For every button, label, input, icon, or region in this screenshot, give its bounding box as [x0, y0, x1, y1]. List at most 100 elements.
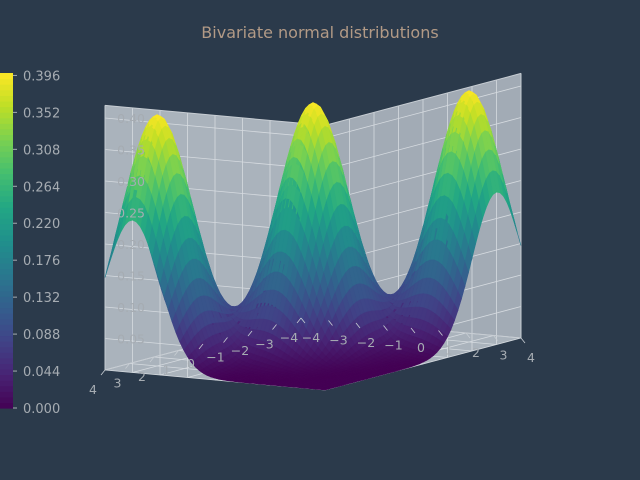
y-tick-label: 0: [417, 340, 425, 355]
colorbar-segment: [0, 307, 13, 314]
x-tick-label: 0: [187, 356, 195, 371]
surface-patch: [104, 248, 113, 278]
colorbar-segment: [0, 257, 13, 264]
x-tick-label: −4: [280, 330, 298, 345]
colorbar-segment: [0, 162, 13, 169]
colorbar-segment: [0, 329, 13, 337]
colorbar-segment: [0, 207, 13, 214]
colorbar-segment: [0, 173, 13, 180]
wall-grid-z: [324, 85, 522, 139]
z-tick-label: 0.40: [117, 111, 145, 126]
colorbar-tick-label: 0.000: [23, 402, 60, 417]
y-tick-label: 2: [472, 345, 480, 360]
tick-mark: [100, 369, 106, 376]
wall-grid-z: [104, 117, 326, 139]
colorbar-segment: [0, 84, 13, 91]
colorbar-segment: [0, 290, 13, 297]
colorbar-segment: [0, 195, 13, 203]
colorbar-tick-label: 0.176: [23, 254, 60, 269]
tick-mark: [125, 363, 130, 369]
x-tick-label: 1: [163, 363, 171, 378]
tick-mark: [149, 356, 155, 363]
colorbar-segment: [0, 95, 13, 102]
tick-mark: [410, 327, 416, 334]
colorbar-tick-label: 0.264: [23, 180, 60, 195]
x-tick-label: −3: [255, 337, 273, 352]
colorbar-segment: [0, 324, 13, 331]
y-tick-label: −4: [302, 330, 320, 345]
colorbar-segment: [0, 268, 13, 275]
colorbar-segment: [0, 279, 13, 286]
colorbar-segment: [0, 179, 13, 186]
colorbar-segment: [0, 301, 13, 309]
colorbar-segment: [0, 151, 13, 158]
x-tick-label: −2: [231, 343, 249, 358]
z-tick-label: 0.35: [117, 143, 145, 158]
tick-mark: [383, 325, 388, 331]
colorbar-segment: [0, 112, 13, 119]
colorbar-segment: [0, 73, 13, 80]
tick-mark: [272, 324, 277, 330]
colorbar-segment: [0, 262, 13, 270]
x-tick-label: 4: [89, 382, 97, 397]
colorbar-segment: [0, 145, 13, 152]
colorbar-segment: [0, 184, 13, 191]
surface-plot: [104, 90, 522, 391]
tick-mark: [223, 337, 228, 343]
colorbar-segment: [0, 89, 13, 96]
z-tick-label: 0.30: [117, 174, 145, 189]
colorbar-tick-label: 0.044: [23, 365, 60, 380]
colorbar-segment: [0, 396, 13, 404]
colorbar-segment: [0, 374, 13, 381]
colorbar-segment: [0, 402, 13, 409]
tick-mark: [174, 350, 179, 356]
colorbar-segment: [0, 201, 13, 208]
colorbar-segment: [0, 251, 13, 258]
z-tick-label: 0.20: [117, 237, 145, 252]
tick-mark: [465, 332, 471, 339]
tick-mark: [247, 330, 253, 337]
colorbar: 0.000 0.044 0.088 0.132 0.176 0.220 0.264 0.308…: [0, 69, 60, 417]
colorbar-segment: [0, 341, 13, 348]
colorbar-tick-label: 0.088: [23, 328, 60, 343]
colorbar-segment: [0, 190, 13, 197]
x-tick-label: −1: [206, 350, 224, 365]
tick-mark: [300, 317, 306, 324]
colorbar-segment: [0, 385, 13, 392]
colorbar-segment: [0, 240, 13, 247]
pane-edge: [324, 72, 522, 126]
pane-edge: [104, 104, 326, 126]
y-tick-label: −2: [357, 335, 375, 350]
colorbar-segment: [0, 100, 13, 108]
colorbar-segment: [0, 78, 13, 85]
x-tick-label: 3: [114, 376, 122, 391]
colorbar-tick-label: 0.220: [23, 217, 60, 232]
z-tick-label: 0.05: [117, 332, 145, 347]
colorbar-segment: [0, 229, 13, 236]
tick-mark: [438, 330, 443, 336]
colorbar-segment: [0, 223, 13, 230]
colorbar-segment: [0, 363, 13, 370]
colorbar-tick-label: 0.308: [23, 143, 60, 158]
colorbar-segment: [0, 123, 13, 130]
colorbar-segment: [0, 167, 13, 175]
colorbar-segment: [0, 368, 13, 376]
colorbar-segment: [0, 274, 13, 281]
tick-mark: [493, 335, 498, 341]
colorbar-segment: [0, 391, 13, 398]
colorbar-segment: [0, 106, 13, 113]
y-tick-label: 3: [500, 348, 508, 363]
colorbar-segment: [0, 218, 13, 225]
colorbar-segment: [0, 285, 13, 292]
chart-title: Bivariate normal distributions: [201, 23, 438, 42]
colorbar-segment: [0, 234, 13, 242]
tick-mark: [296, 317, 302, 324]
y-tick-label: 1: [445, 343, 453, 358]
colorbar-tick-label: 0.132: [23, 291, 60, 306]
colorbar-segment: [0, 318, 13, 325]
colorbar-segment: [0, 117, 13, 124]
colorbar-tick-label: 0.352: [23, 106, 60, 121]
tick-mark: [328, 320, 333, 326]
colorbar-segment: [0, 346, 13, 353]
